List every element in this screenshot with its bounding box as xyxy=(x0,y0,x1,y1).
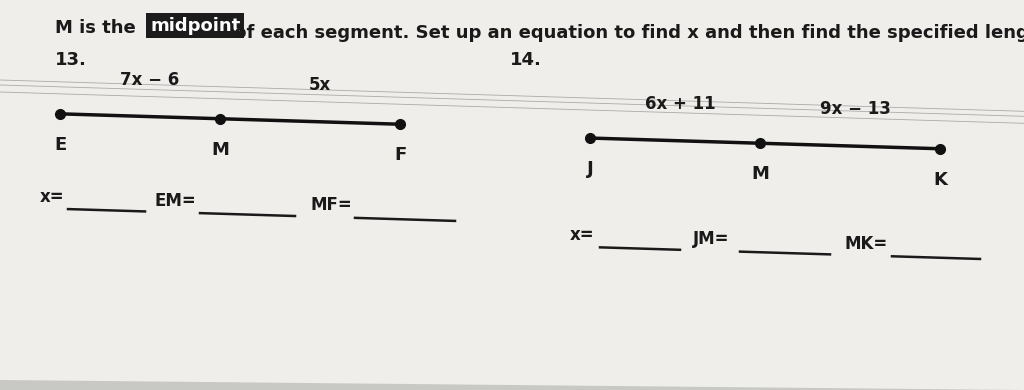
Text: F: F xyxy=(394,146,407,164)
Text: K: K xyxy=(933,171,947,189)
Text: E: E xyxy=(54,136,67,154)
Text: JM=: JM= xyxy=(693,230,729,248)
Text: J: J xyxy=(587,160,593,178)
Text: EM=: EM= xyxy=(155,192,197,210)
Text: 9x − 13: 9x − 13 xyxy=(819,100,891,118)
Text: M: M xyxy=(751,165,769,183)
Text: M is the: M is the xyxy=(55,19,142,37)
Text: 14.: 14. xyxy=(510,51,542,69)
Text: M: M xyxy=(211,141,229,159)
Text: midpoint: midpoint xyxy=(150,17,241,35)
Text: 5x: 5x xyxy=(309,76,331,94)
Text: of each segment. Set up an equation to find x and then find the specified length: of each segment. Set up an equation to f… xyxy=(228,24,1024,42)
Text: x=: x= xyxy=(570,227,595,245)
Text: 7x − 6: 7x − 6 xyxy=(121,71,179,89)
Text: MF=: MF= xyxy=(310,197,352,215)
Text: 13.: 13. xyxy=(55,51,87,69)
Text: 6x + 11: 6x + 11 xyxy=(645,95,716,113)
Text: x=: x= xyxy=(40,188,65,206)
Text: MK=: MK= xyxy=(845,235,888,253)
